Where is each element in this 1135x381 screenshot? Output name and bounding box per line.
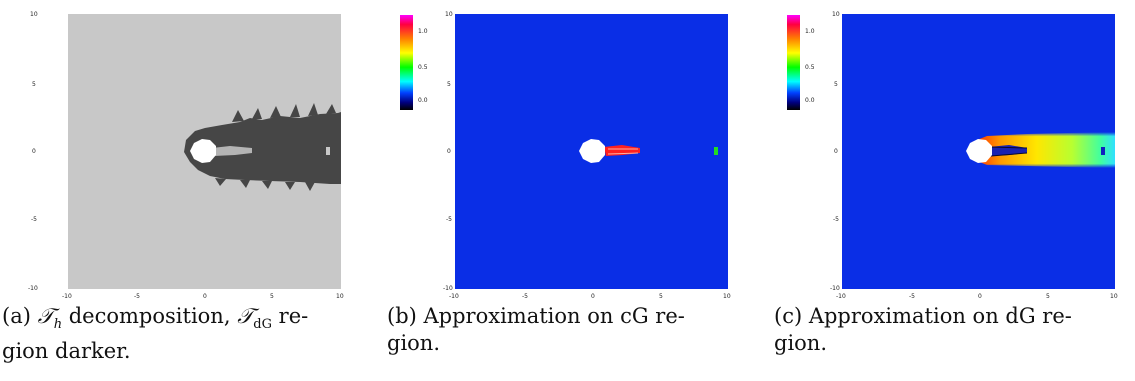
figure-c: 1.0 0.5 0.0 10 5 0 -5 -10 -10 -5 0 5 10 … [767, 0, 1135, 381]
plot-c: 1.0 0.5 0.0 10 5 0 -5 -10 -10 -5 0 5 10 [787, 11, 1118, 300]
crack-highlight [607, 148, 639, 155]
x-tick: -5 [522, 293, 528, 300]
x-tick: -10 [62, 293, 72, 300]
colorbar-tick: 0.0 [805, 97, 815, 104]
y-tick: 0 [447, 148, 451, 155]
caption-b-line-2: gion. [387, 331, 441, 355]
colorbar-tick: 1.0 [418, 28, 428, 35]
figure-a: 10 5 0 -5 -10 -10 -5 0 5 10 (a) 𝒯h decom… [0, 0, 360, 381]
x-tick: 5 [1046, 293, 1050, 300]
math-t: 𝒯 [37, 304, 54, 328]
y-tick: 0 [32, 148, 36, 155]
y-tick: 5 [834, 81, 838, 88]
y-tick: 0 [834, 148, 838, 155]
caption-b: (b) Approximation on cG re- gion. [387, 303, 747, 357]
caption-a-line-1: (a) 𝒯h decomposition, 𝒯dG re- [2, 304, 309, 333]
x-tick: -5 [134, 293, 140, 300]
colorbar-tick: 1.0 [805, 28, 815, 35]
dg-region [184, 112, 341, 184]
source-marker [326, 147, 330, 155]
y-tick: -10 [443, 285, 453, 292]
colorbar-tick: 0.5 [805, 64, 815, 71]
colorbar [400, 15, 413, 110]
y-tick: 10 [30, 11, 38, 18]
x-tick: 5 [659, 293, 663, 300]
crack-outline [988, 146, 1028, 157]
caption-a-line-2: gion darker. [2, 339, 131, 364]
y-tick: -5 [446, 216, 452, 223]
caption-c-line-2: gion. [774, 331, 828, 355]
x-tick: -10 [836, 293, 846, 300]
x-tick: 10 [336, 293, 344, 300]
x-tick: 10 [723, 293, 731, 300]
x-tick: 0 [978, 293, 982, 300]
source-marker [1101, 147, 1105, 155]
colorbar [787, 15, 800, 110]
colorbar-tick: 0.5 [418, 64, 428, 71]
y-tick: 10 [445, 11, 453, 18]
caption-a: (a) 𝒯h decomposition, 𝒯dG re- gion darke… [2, 303, 362, 365]
plot-a: 10 5 0 -5 -10 -10 -5 0 5 10 [28, 11, 344, 300]
y-tick: -10 [28, 285, 38, 292]
x-tick: -10 [449, 293, 459, 300]
figure-b: 1.0 0.5 0.0 10 5 0 -5 -10 -10 -5 0 5 10 … [380, 0, 750, 381]
interior-strip [212, 146, 252, 156]
y-tick: 5 [447, 81, 451, 88]
source-marker [714, 147, 718, 155]
caption-c-line-1: (c) Approximation on dG re- [774, 304, 1072, 328]
x-tick: 0 [203, 293, 207, 300]
x-tick: 10 [1110, 293, 1118, 300]
x-tick: 5 [270, 293, 274, 300]
colorbar-tick: 0.0 [418, 97, 428, 104]
obstacle [966, 139, 992, 163]
obstacle [579, 139, 605, 163]
x-tick: -5 [909, 293, 915, 300]
y-tick: 5 [32, 81, 36, 88]
caption-c: (c) Approximation on dG re- gion. [774, 303, 1129, 357]
obstacle [190, 139, 216, 163]
y-tick: -5 [31, 216, 37, 223]
plot-b: 1.0 0.5 0.0 10 5 0 -5 -10 -10 -5 0 5 10 [400, 11, 731, 300]
caption-b-line-1: (b) Approximation on cG re- [387, 304, 685, 328]
y-tick: -10 [830, 285, 840, 292]
y-tick: -5 [833, 216, 839, 223]
y-tick: 10 [832, 11, 840, 18]
x-tick: 0 [591, 293, 595, 300]
